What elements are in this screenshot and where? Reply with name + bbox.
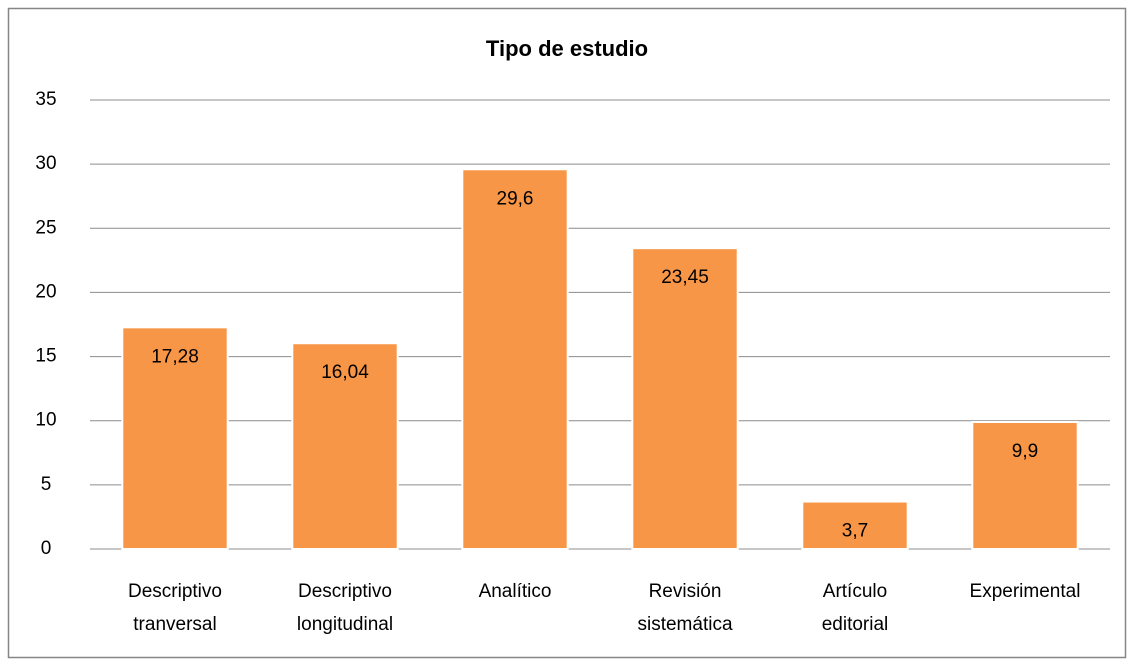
bar — [461, 168, 569, 550]
data-label: 29,6 — [497, 188, 534, 209]
label-line: Descriptivo — [298, 581, 392, 602]
chart-title: Tipo de estudio — [486, 36, 648, 61]
label-line: sistemática — [637, 614, 732, 635]
label-line: longitudinal — [297, 614, 393, 635]
y-tick-label: 15 — [35, 346, 56, 367]
label-line: Revisión — [649, 581, 722, 602]
data-label: 17,28 — [151, 346, 199, 367]
x-tick-label: Artículo editorial — [822, 581, 889, 635]
x-tick-label: Revisión sistemática — [637, 581, 732, 635]
y-tick-label: 30 — [35, 153, 56, 174]
y-tick-label: 35 — [35, 89, 56, 110]
data-label: 16,04 — [321, 362, 369, 383]
data-label: 23,45 — [661, 267, 709, 288]
bar — [801, 500, 909, 550]
x-tick-label: Experimental — [970, 581, 1081, 602]
x-tick-label: Descriptivo tranversal — [128, 581, 222, 635]
y-tick-label: 20 — [35, 281, 56, 302]
label-line: Descriptivo — [128, 581, 222, 602]
y-tick-label: 5 — [41, 474, 52, 495]
label-line: editorial — [822, 614, 889, 635]
x-tick-label: Analítico — [479, 581, 552, 602]
data-label: 9,9 — [1012, 441, 1038, 462]
bar — [121, 326, 229, 551]
x-tick-label: Descriptivo longitudinal — [297, 581, 393, 635]
y-tick-label: 10 — [35, 410, 56, 431]
data-label: 3,7 — [842, 521, 868, 542]
bar — [631, 247, 739, 550]
label-line: tranversal — [133, 614, 216, 635]
bar — [291, 342, 399, 550]
y-tick-label: 0 — [41, 538, 52, 559]
label-line: Artículo — [823, 581, 887, 602]
y-tick-label: 25 — [35, 217, 56, 238]
bar — [971, 420, 1079, 550]
